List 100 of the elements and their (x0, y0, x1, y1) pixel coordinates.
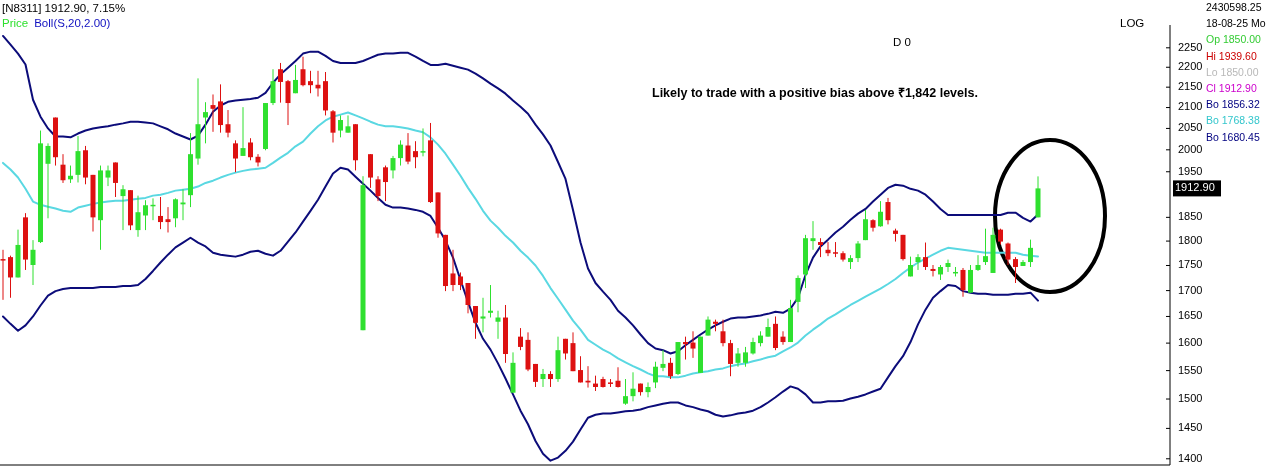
candlestick (743, 346, 748, 368)
y-tick-label: 1700 (1178, 283, 1203, 296)
candlestick (240, 106, 246, 157)
candlestick (855, 240, 861, 263)
candlestick (863, 209, 868, 241)
y-tick-label: 2150 (1178, 80, 1203, 93)
candlestick (960, 267, 966, 298)
candlestick (225, 109, 231, 138)
candlestick (398, 139, 403, 167)
candlestick (203, 101, 208, 144)
candlestick (495, 310, 501, 340)
y-tick-label: 2050 (1178, 121, 1203, 134)
candlestick (158, 196, 163, 230)
text: Bo 1768.38 (1206, 114, 1260, 127)
candlestick (735, 347, 741, 368)
y-tick-label: 2100 (1178, 100, 1203, 113)
candlestick (105, 165, 111, 187)
candlestick (8, 255, 13, 299)
candlestick (810, 220, 816, 251)
y-tick-label: 1850 (1178, 210, 1203, 223)
candlestick (270, 68, 276, 106)
y-tick-label: 1500 (1178, 391, 1203, 404)
candlestick (383, 165, 388, 202)
candlestick (30, 239, 36, 286)
candlestick (683, 336, 688, 361)
candlestick (345, 114, 351, 134)
text: Op 1850.00 (1206, 33, 1262, 46)
text: Hi 1939.60 (1206, 49, 1257, 62)
candlestick (45, 142, 51, 219)
y-tick-label: 1950 (1178, 164, 1203, 177)
line-series (2, 166, 1039, 462)
y-tick-label: 2000 (1178, 142, 1203, 155)
candlestick (330, 109, 336, 143)
candlestick (480, 297, 486, 333)
y-tick-label: 2200 (1178, 60, 1203, 73)
candlestick (915, 253, 921, 271)
y-tick-label: 1800 (1178, 234, 1203, 246)
candlestick (623, 378, 628, 406)
candlestick (233, 139, 238, 173)
candlestick (488, 284, 493, 319)
candlestick (285, 79, 291, 126)
text: 1912.90 (1175, 181, 1215, 194)
candlestick (113, 161, 118, 198)
candlestick (413, 140, 418, 169)
text: 2430598.25 (1206, 1, 1262, 13)
candlestick (278, 62, 283, 104)
candlestick (578, 355, 583, 383)
candlestick (420, 127, 426, 157)
candlestick (450, 249, 456, 292)
text: LOG (1120, 17, 1145, 29)
candlestick (165, 206, 171, 233)
text: Lo 1850.00 (1206, 65, 1259, 78)
annotation: D 0 (893, 36, 911, 48)
candlestick (368, 153, 373, 189)
candlestick (885, 197, 891, 225)
candlestick (1028, 239, 1033, 268)
y-tick-label: 1750 (1178, 258, 1203, 271)
candlestick (728, 339, 733, 377)
candlestick (405, 132, 411, 165)
candlestick (293, 64, 298, 94)
candlestick (690, 330, 696, 359)
candlestick (645, 381, 651, 398)
candlestick (473, 305, 478, 340)
candlestick (338, 114, 343, 138)
candlestick (818, 237, 823, 258)
y-tick-label: 2250 (1178, 40, 1203, 53)
candlestick (653, 361, 658, 389)
candlestick (60, 153, 66, 184)
candlestick (878, 200, 883, 228)
candlestick (540, 368, 546, 388)
chart-subtitle: Boll(S,20,2.00) (34, 17, 111, 29)
candlestick (120, 184, 126, 231)
candlestick (795, 274, 801, 313)
y-tick-label: 1400 (1178, 451, 1203, 464)
text: Price (2, 17, 29, 29)
candlestick (173, 197, 178, 228)
candlestick (705, 315, 711, 337)
candlestick (930, 264, 936, 277)
candlestick (390, 155, 396, 179)
candlestick (945, 259, 951, 273)
candlestick (308, 70, 313, 94)
candlestick (660, 349, 666, 372)
candlestick (780, 330, 786, 346)
candlestick (615, 366, 621, 389)
candlestick (975, 254, 981, 272)
y-tick-label: 1450 (1178, 421, 1203, 434)
text: Bo 1856.32 (1206, 98, 1260, 111)
candlestick (300, 56, 306, 87)
candlestick (668, 357, 673, 380)
candlestick (75, 135, 81, 183)
candlestick (143, 199, 148, 231)
candlestick (1005, 242, 1011, 266)
chart-title: [N8311] 1912.90, 7.15% (2, 2, 126, 14)
candlestick (968, 264, 973, 294)
candlestick (630, 371, 636, 402)
y-tick-label: 1600 (1178, 336, 1203, 349)
annotation: Likely to trade with a positive bias above ₹1,842 levels. (652, 86, 978, 100)
candlestick (1013, 256, 1018, 284)
candlestick (983, 228, 988, 266)
candlestick (465, 282, 471, 314)
